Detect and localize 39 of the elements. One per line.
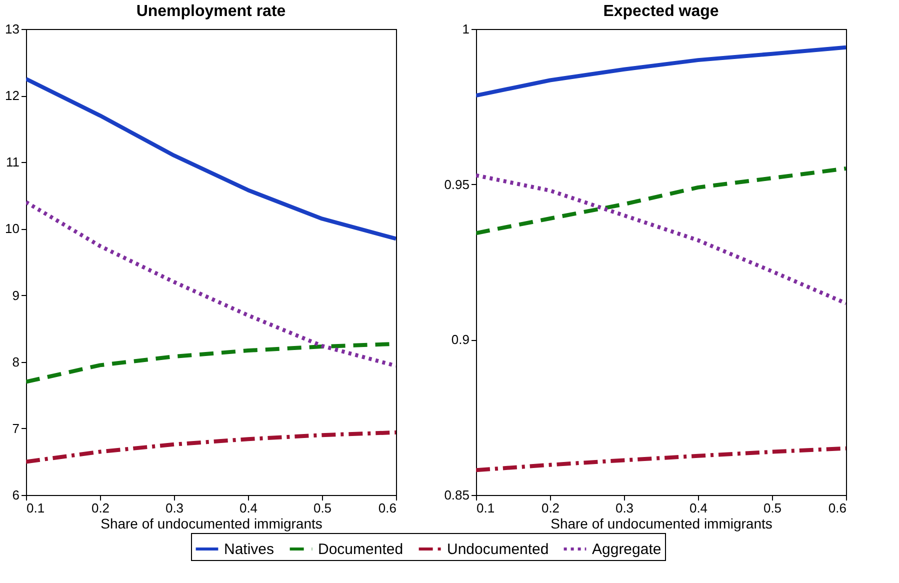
legend-label: Documented xyxy=(318,541,404,558)
x-tick-label: 0.1 xyxy=(476,500,495,516)
y-tick-label: 0.85 xyxy=(444,488,470,502)
y-tick-label: 11 xyxy=(6,154,20,170)
line-series xyxy=(476,45,846,98)
y-tick-label: 7 xyxy=(12,420,20,436)
x-tick-label: 0.3 xyxy=(615,500,634,516)
line-series xyxy=(26,76,396,241)
line-series xyxy=(476,166,846,236)
x-tick-label: 0.6 xyxy=(378,500,396,516)
y-tick-label: 9 xyxy=(12,288,20,303)
y-tick-label: 0.9 xyxy=(451,332,470,348)
legend-label: Natives xyxy=(224,541,274,558)
x-tick-label: 0.5 xyxy=(763,500,782,516)
line-series xyxy=(476,173,846,306)
y-tick-label: 6 xyxy=(12,488,20,502)
x-tick-label: 0.6 xyxy=(828,500,846,516)
y-tick-label: 12 xyxy=(5,88,20,104)
y-tick-label: 0.95 xyxy=(444,176,470,192)
chart-title: Unemployment rate xyxy=(136,3,286,20)
y-tick-label: 13 xyxy=(5,22,20,36)
x-tick-label: 0.3 xyxy=(165,500,184,516)
line-series xyxy=(476,446,846,472)
x-tick-label: 0.2 xyxy=(91,500,110,516)
x-tick-label: 0.4 xyxy=(239,500,258,516)
y-tick-label: 1 xyxy=(462,22,470,36)
legend-label: Undocumented xyxy=(447,541,549,558)
x-tick-label: 0.4 xyxy=(689,500,708,516)
chart-title: Expected wage xyxy=(603,3,719,20)
x-axis-title: Share of undocumented immigrants xyxy=(550,516,772,532)
x-axis-title: Share of undocumented immigrants xyxy=(100,516,322,532)
x-tick-label: 0.1 xyxy=(26,500,45,516)
legend-label: Aggregate xyxy=(592,541,662,558)
y-tick-label: 8 xyxy=(12,354,20,370)
y-tick-label: 10 xyxy=(5,221,20,236)
x-tick-label: 0.5 xyxy=(313,500,332,516)
line-series xyxy=(26,200,396,368)
x-tick-label: 0.2 xyxy=(541,500,560,516)
line-series xyxy=(26,430,396,464)
